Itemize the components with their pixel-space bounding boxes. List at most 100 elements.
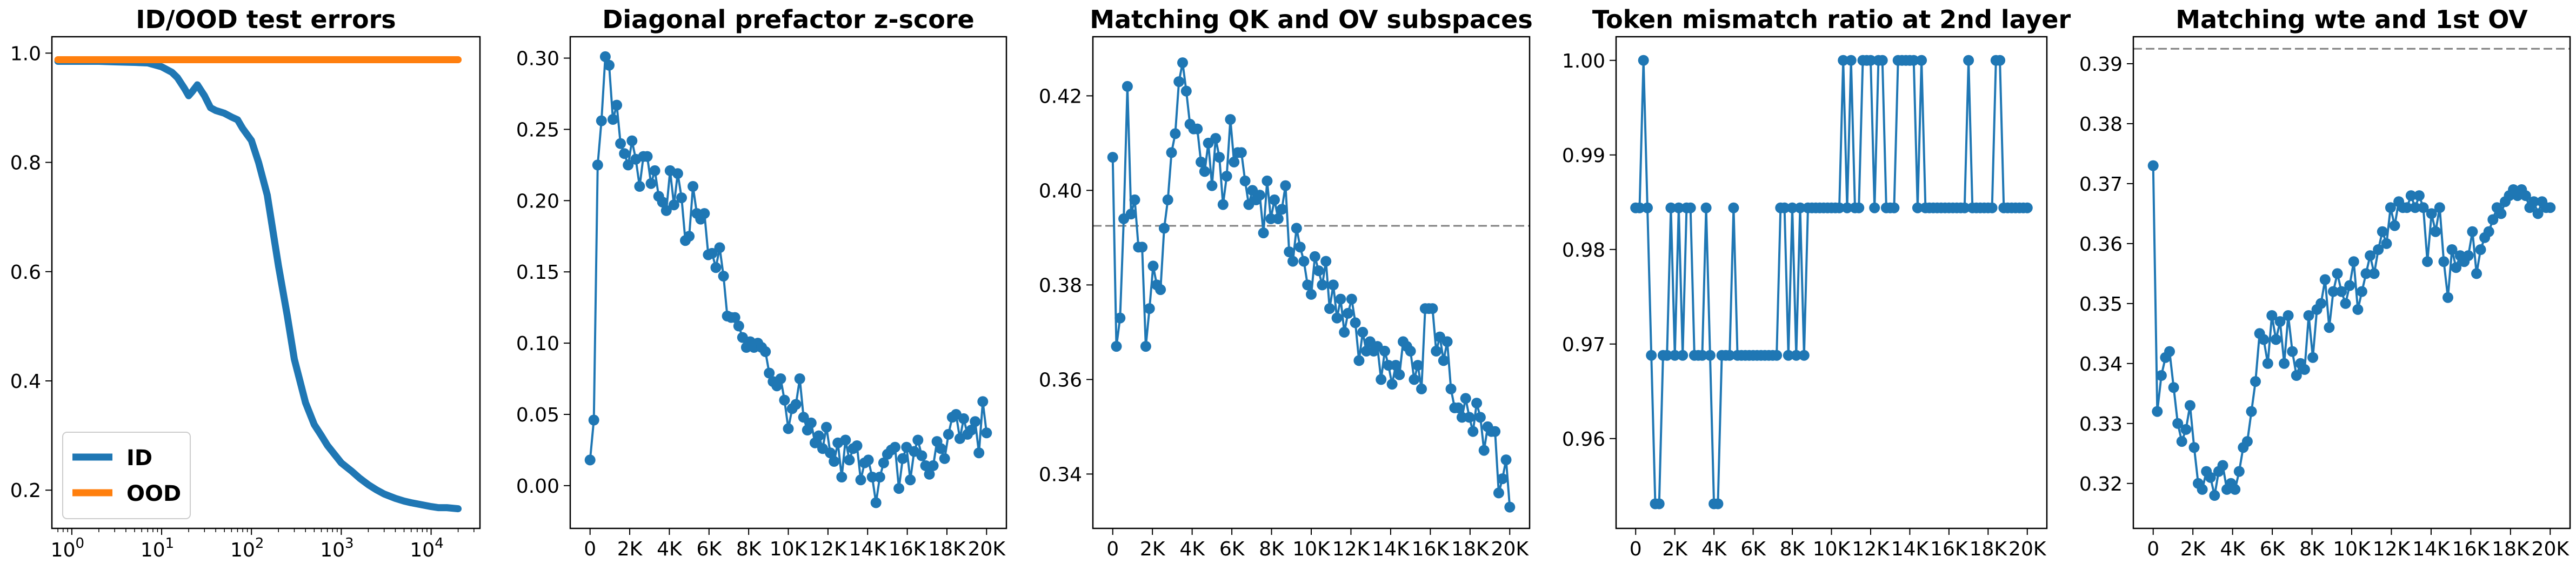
chart-panel-2: Diagonal prefactor z-score 0.00 0.05 0.10 0.…: [516, 5, 1007, 560]
data-point: [855, 474, 866, 486]
data-point: [2471, 268, 2482, 279]
chart-title: Token mismatch ratio at 2nd layer: [1592, 5, 2071, 34]
plot-area: [54, 56, 462, 513]
data-point: [626, 135, 638, 146]
data-point: [588, 414, 599, 426]
data-point: [1214, 152, 1225, 163]
data-point: [1986, 202, 1998, 213]
data-point: [2172, 418, 2184, 429]
data-point: [2184, 400, 2195, 411]
data-point: [874, 472, 885, 482]
legend: ID OOD: [62, 432, 191, 519]
data-point: [1453, 402, 1464, 413]
x-tick-label: 104: [410, 535, 443, 561]
data-point: [2315, 298, 2327, 309]
data-point: [2356, 286, 2367, 297]
data-point: [1771, 350, 1783, 361]
data-point: [2287, 346, 2298, 357]
data-point: [1313, 265, 1324, 277]
x-tick-label: 20K: [2532, 538, 2570, 560]
data-point: [1306, 289, 1317, 300]
data-point: [1865, 55, 1876, 66]
x-tick-label: 4K: [2220, 538, 2246, 560]
data-point: [2307, 352, 2319, 363]
x-tick-label: 103: [320, 535, 353, 561]
data-point: [2147, 160, 2159, 171]
x-tick-label: 102: [230, 535, 264, 561]
y-tick-label: 0.8: [10, 152, 41, 175]
y-tick-label: 0.25: [516, 119, 559, 141]
data-point: [611, 99, 623, 111]
data-point: [615, 138, 626, 149]
x-tick-label: 14K: [1372, 538, 1410, 560]
data-point: [2405, 190, 2417, 202]
data-point: [2495, 208, 2507, 219]
data-point: [1129, 194, 1140, 205]
chart-title: ID/OOD test errors: [136, 5, 396, 34]
data-point: [1500, 454, 1512, 466]
axes-frame: [569, 36, 1007, 529]
data-point: [584, 454, 596, 466]
x-tick-label: 16K: [889, 538, 927, 560]
x-tick-label: 2K: [1140, 538, 1166, 560]
data-point: [2270, 334, 2281, 345]
x-tick-label: 12K: [2373, 538, 2411, 560]
data-point: [1343, 307, 1353, 319]
data-point: [1912, 202, 1923, 213]
chart-title: Matching wte and 1st OV: [2175, 5, 2528, 34]
data-point: [1107, 152, 1118, 163]
data-point: [1497, 473, 1508, 485]
data-point: [2434, 202, 2445, 213]
data-point: [684, 231, 695, 242]
data-point: [1661, 350, 1673, 361]
data-point: [1302, 279, 1313, 291]
y-tick-label: 0.37: [2079, 173, 2123, 196]
data-point: [798, 412, 809, 423]
data-point: [672, 168, 683, 179]
data-point: [1798, 350, 1810, 361]
y-tick-label: 0.98: [1562, 239, 1605, 261]
data-point: [2152, 406, 2163, 417]
data-point: [1409, 374, 1420, 385]
y-tick-label: 0.2: [10, 480, 41, 502]
data-point: [1427, 303, 1438, 314]
data-point: [1192, 123, 1203, 135]
data-point: [2332, 268, 2343, 279]
data-point: [1294, 242, 1306, 253]
data-point: [1638, 55, 1649, 66]
data-point: [1646, 350, 1657, 361]
data-point: [1794, 202, 1806, 213]
data-point: [729, 312, 740, 323]
data-point: [657, 197, 668, 207]
data-point: [718, 271, 729, 282]
x-tick-label: 0: [1630, 538, 1642, 560]
data-point: [805, 417, 817, 428]
x-tick-label: 2K: [1662, 538, 1688, 560]
data-point: [2230, 484, 2241, 495]
x-tick-label: 8K: [736, 538, 762, 560]
x-tick-label: 4K: [657, 538, 683, 560]
y-tick-label: 0.39: [2079, 53, 2123, 76]
data-point: [2327, 286, 2339, 297]
data-point: [897, 453, 909, 464]
data-point: [1445, 383, 1457, 394]
data-point: [2180, 424, 2192, 435]
data-point: [2197, 484, 2208, 495]
data-point: [935, 443, 946, 454]
data-point: [794, 373, 805, 384]
data-point: [2520, 190, 2531, 202]
data-point: [1269, 194, 1280, 205]
data-point: [1493, 487, 1504, 499]
data-point: [2413, 190, 2425, 202]
y-tick-label: 0.35: [2079, 293, 2123, 316]
data-point: [2205, 472, 2216, 483]
x-tick-label: 8K: [1259, 538, 1285, 560]
axes-frame: [51, 36, 481, 529]
data-point: [905, 474, 916, 486]
data-point: [2430, 226, 2441, 237]
data-point: [764, 367, 775, 379]
data-point: [943, 428, 954, 440]
plot-area: [584, 51, 992, 508]
x-tick-label: 2K: [617, 538, 643, 560]
